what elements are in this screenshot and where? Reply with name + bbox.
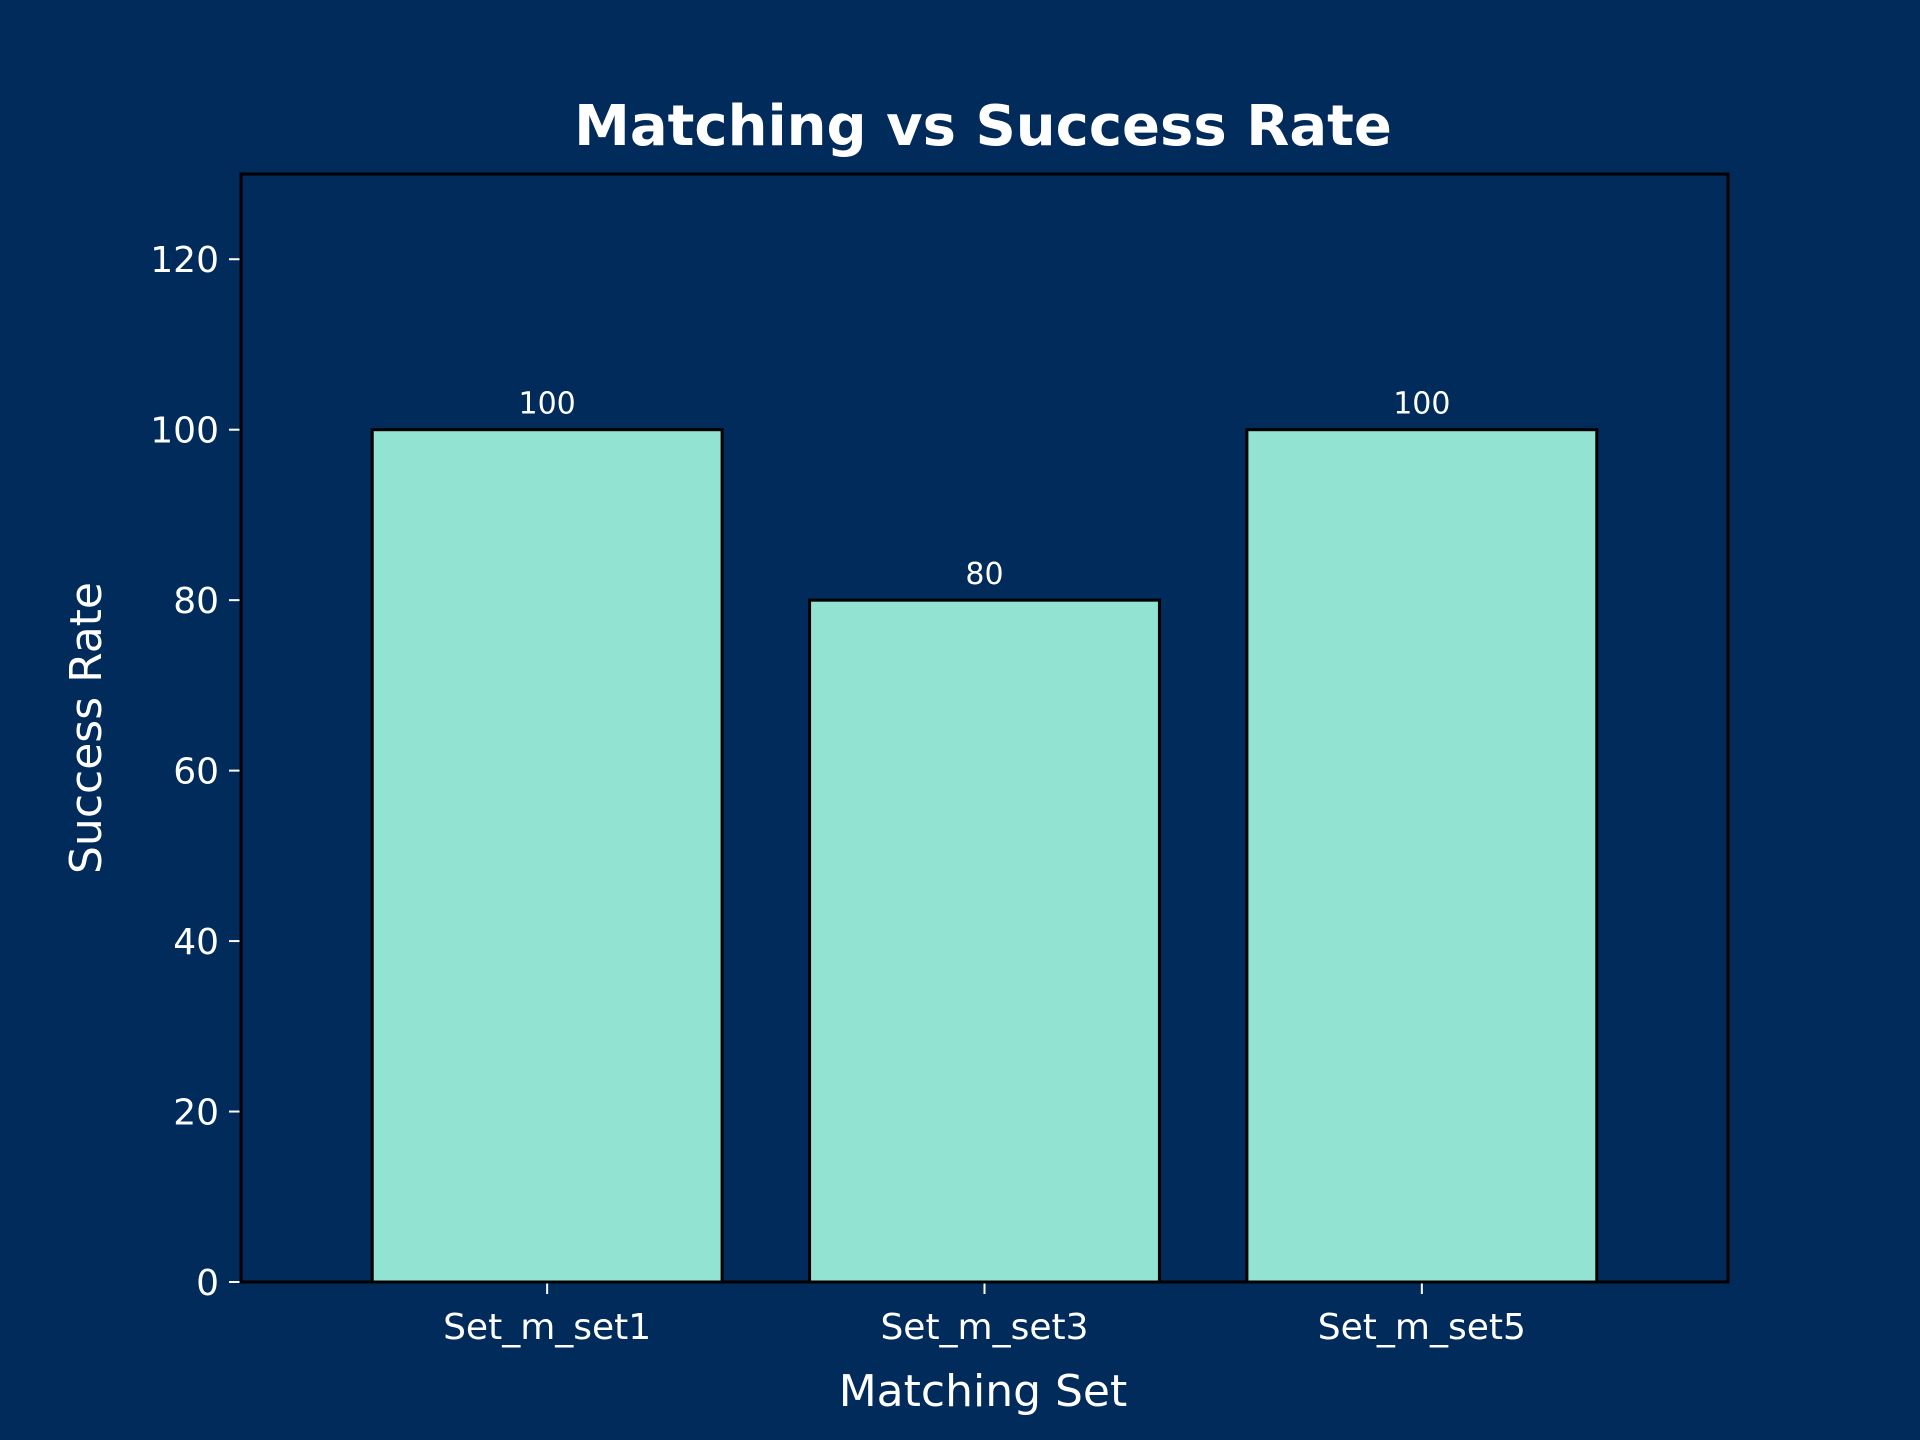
y-tick-label-60: 60	[173, 752, 219, 793]
data-label-Set_m_set1: 100	[519, 387, 576, 422]
x-tick-label-Set_m_set1: Set_m_set1	[443, 1307, 651, 1348]
bar-Set_m_set5	[1245, 428, 1599, 1284]
x-tick-label-Set_m_set3: Set_m_set3	[880, 1307, 1088, 1348]
x-tick-label-Set_m_set5: Set_m_set5	[1318, 1307, 1526, 1348]
chart-title: Matching vs Success Rate	[574, 94, 1392, 159]
bar-Set_m_set3	[808, 598, 1161, 1284]
data-label-Set_m_set3: 80	[965, 557, 1003, 592]
y-tick-label-40: 40	[173, 922, 219, 963]
bar-Set_m_set1	[370, 428, 724, 1284]
y-tick-label-20: 20	[173, 1093, 219, 1134]
y-axis-label: Success Rate	[61, 582, 112, 874]
plot-area: 100 Set_m_set1 80 Set_m_set3 100 Set_m_set5 0 2…	[150, 172, 1730, 1348]
axes-frame	[239, 172, 1730, 1284]
y-tick-label-0: 0	[196, 1263, 219, 1304]
x-axis-label: Matching Set	[839, 1366, 1128, 1417]
y-tick-label-100: 100	[150, 411, 219, 452]
data-label-Set_m_set5: 100	[1393, 387, 1450, 422]
y-tick-label-120: 120	[150, 240, 219, 281]
y-tick-label-80: 80	[173, 581, 219, 622]
